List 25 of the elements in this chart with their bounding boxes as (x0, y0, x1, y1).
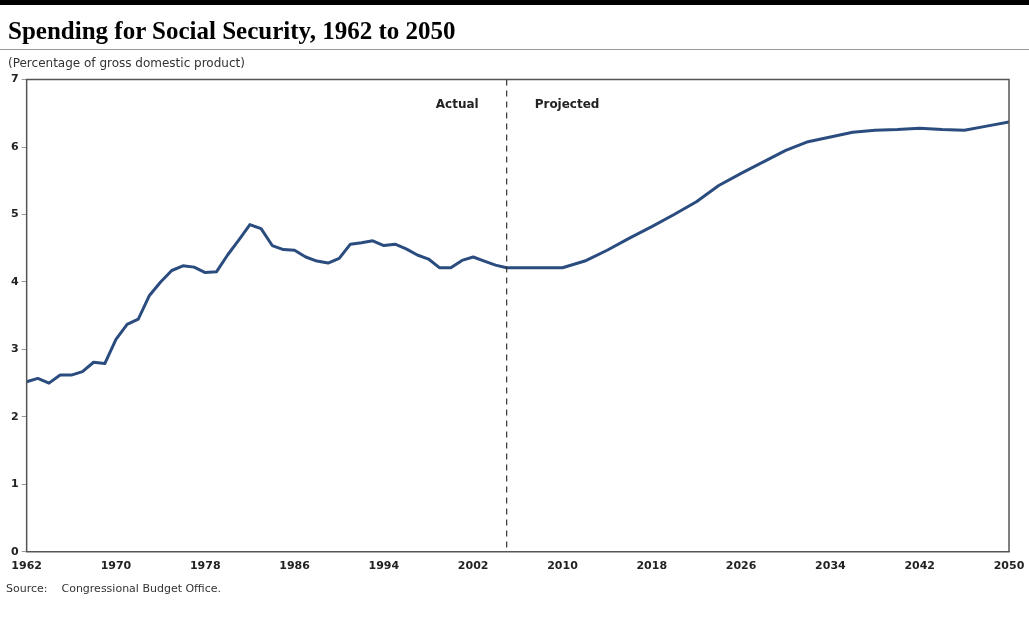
x-tick-label: 1970 (100, 559, 132, 573)
x-tick-label: 2018 (636, 559, 668, 573)
y-tick-label: 7 (11, 72, 19, 86)
y-tick-label: 6 (11, 139, 19, 153)
x-tick-label: 1978 (189, 559, 221, 573)
annotation: Actual (435, 96, 479, 111)
x-tick-label: 1986 (279, 559, 311, 573)
x-tick-label: 1962 (11, 559, 42, 573)
x-tick-label: 2026 (725, 559, 757, 573)
y-tick-label: 5 (11, 207, 19, 221)
x-tick-label: 2010 (547, 559, 579, 573)
x-tick-label: 2050 (993, 559, 1025, 573)
source-note: Source: Congressional Budget Office. (5, 581, 223, 595)
y-tick-label: 2 (11, 409, 19, 423)
y-tick-label: 4 (11, 274, 19, 288)
x-tick-label: 2034 (815, 559, 847, 573)
annotation: Projected (534, 96, 600, 111)
chart-subtitle: (Percentage of gross domestic product) (7, 55, 246, 70)
y-tick-label: 3 (11, 342, 19, 356)
x-tick-label: 1994 (368, 559, 400, 573)
x-tick-label: 2042 (904, 559, 936, 573)
x-tick-label: 2002 (457, 559, 489, 573)
y-tick-label: 0 (11, 544, 19, 558)
chart-title: Spending for Social Security, 1962 to 2050 (0, 5, 1029, 50)
y-tick-label: 1 (11, 477, 19, 491)
